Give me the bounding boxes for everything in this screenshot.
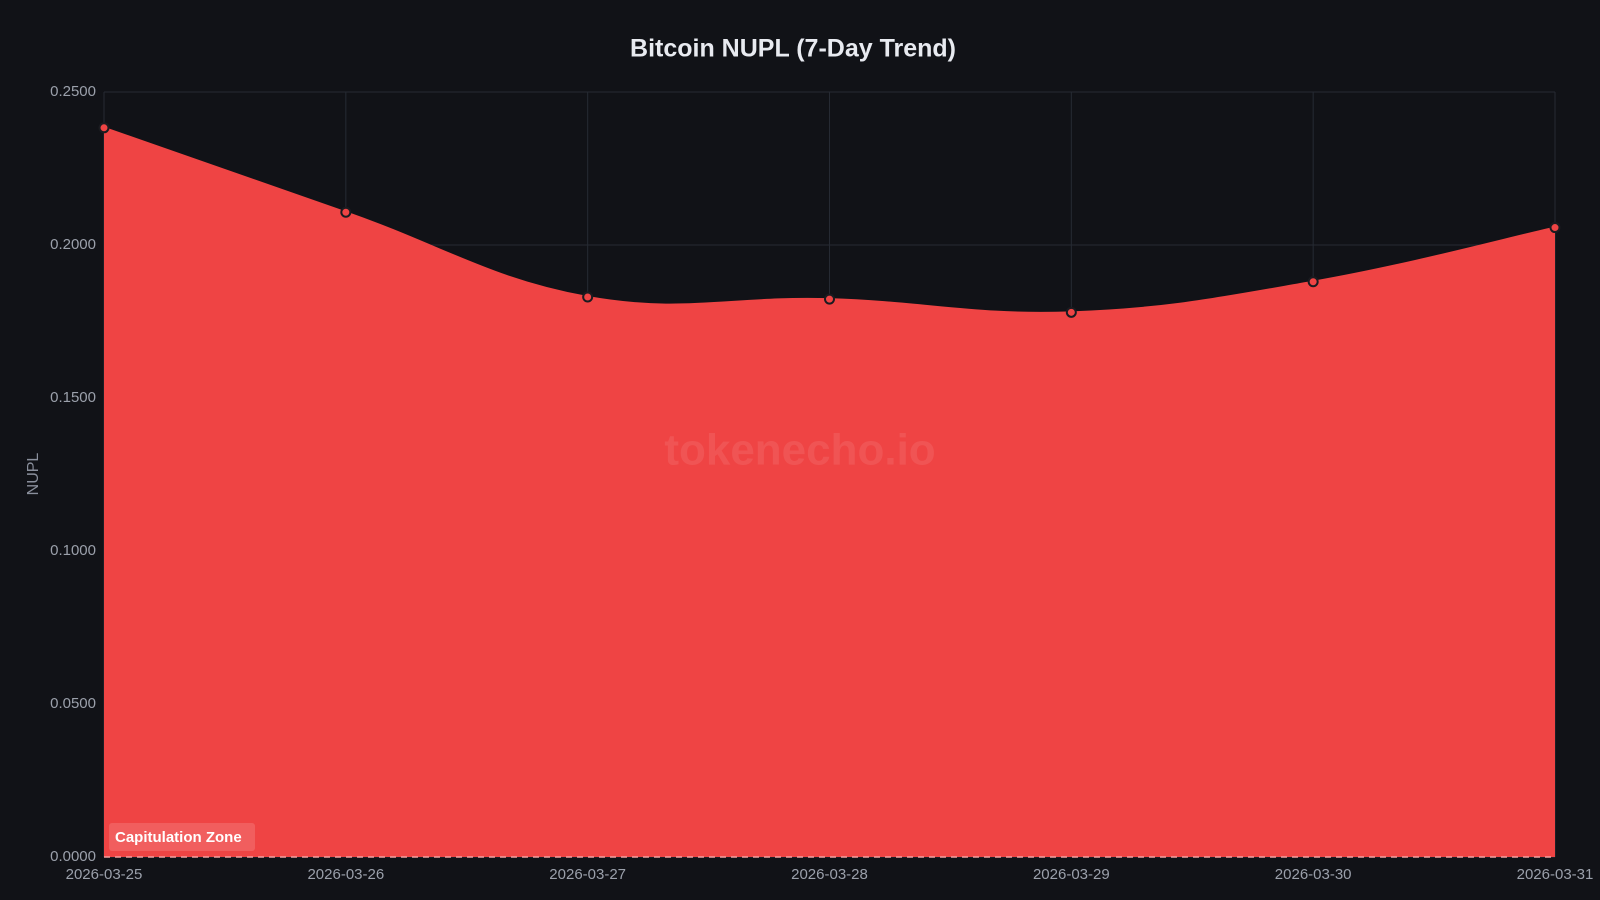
point [1065, 306, 1077, 318]
annotation: Capitulation Zone [115, 829, 242, 846]
x-tick-label: 2026-03-27 [549, 866, 626, 883]
x-tick-label: 2026-03-25 [66, 866, 143, 883]
point [98, 122, 110, 134]
watermark: tokenecho.io [664, 426, 935, 475]
annotation-box [109, 823, 255, 851]
y-axis-label: NUPL [25, 453, 42, 496]
point [1549, 222, 1561, 234]
x-tick-label: 2026-03-29 [1033, 866, 1110, 883]
y-tick-label: 0.0500 [50, 695, 96, 712]
y-tick-label: 0.2500 [50, 83, 96, 100]
y-tick-label: 0.1500 [50, 389, 96, 406]
point [582, 291, 594, 303]
chart-title: Bitcoin NUPL (7-Day Trend) [630, 35, 956, 63]
point [340, 206, 352, 218]
x-tick-label: 2026-03-31 [1517, 866, 1594, 883]
y-tick-label: 0.0000 [50, 848, 96, 865]
x-tick-label: 2026-03-30 [1275, 866, 1352, 883]
x-tick-label: 2026-03-26 [307, 866, 384, 883]
point [1307, 276, 1319, 288]
point [824, 293, 835, 305]
area [104, 127, 1555, 857]
x-tick-label: 2026-03-28 [791, 866, 868, 883]
y-tick-label: 0.2000 [50, 236, 96, 253]
y-tick-label: 0.1000 [50, 542, 96, 559]
